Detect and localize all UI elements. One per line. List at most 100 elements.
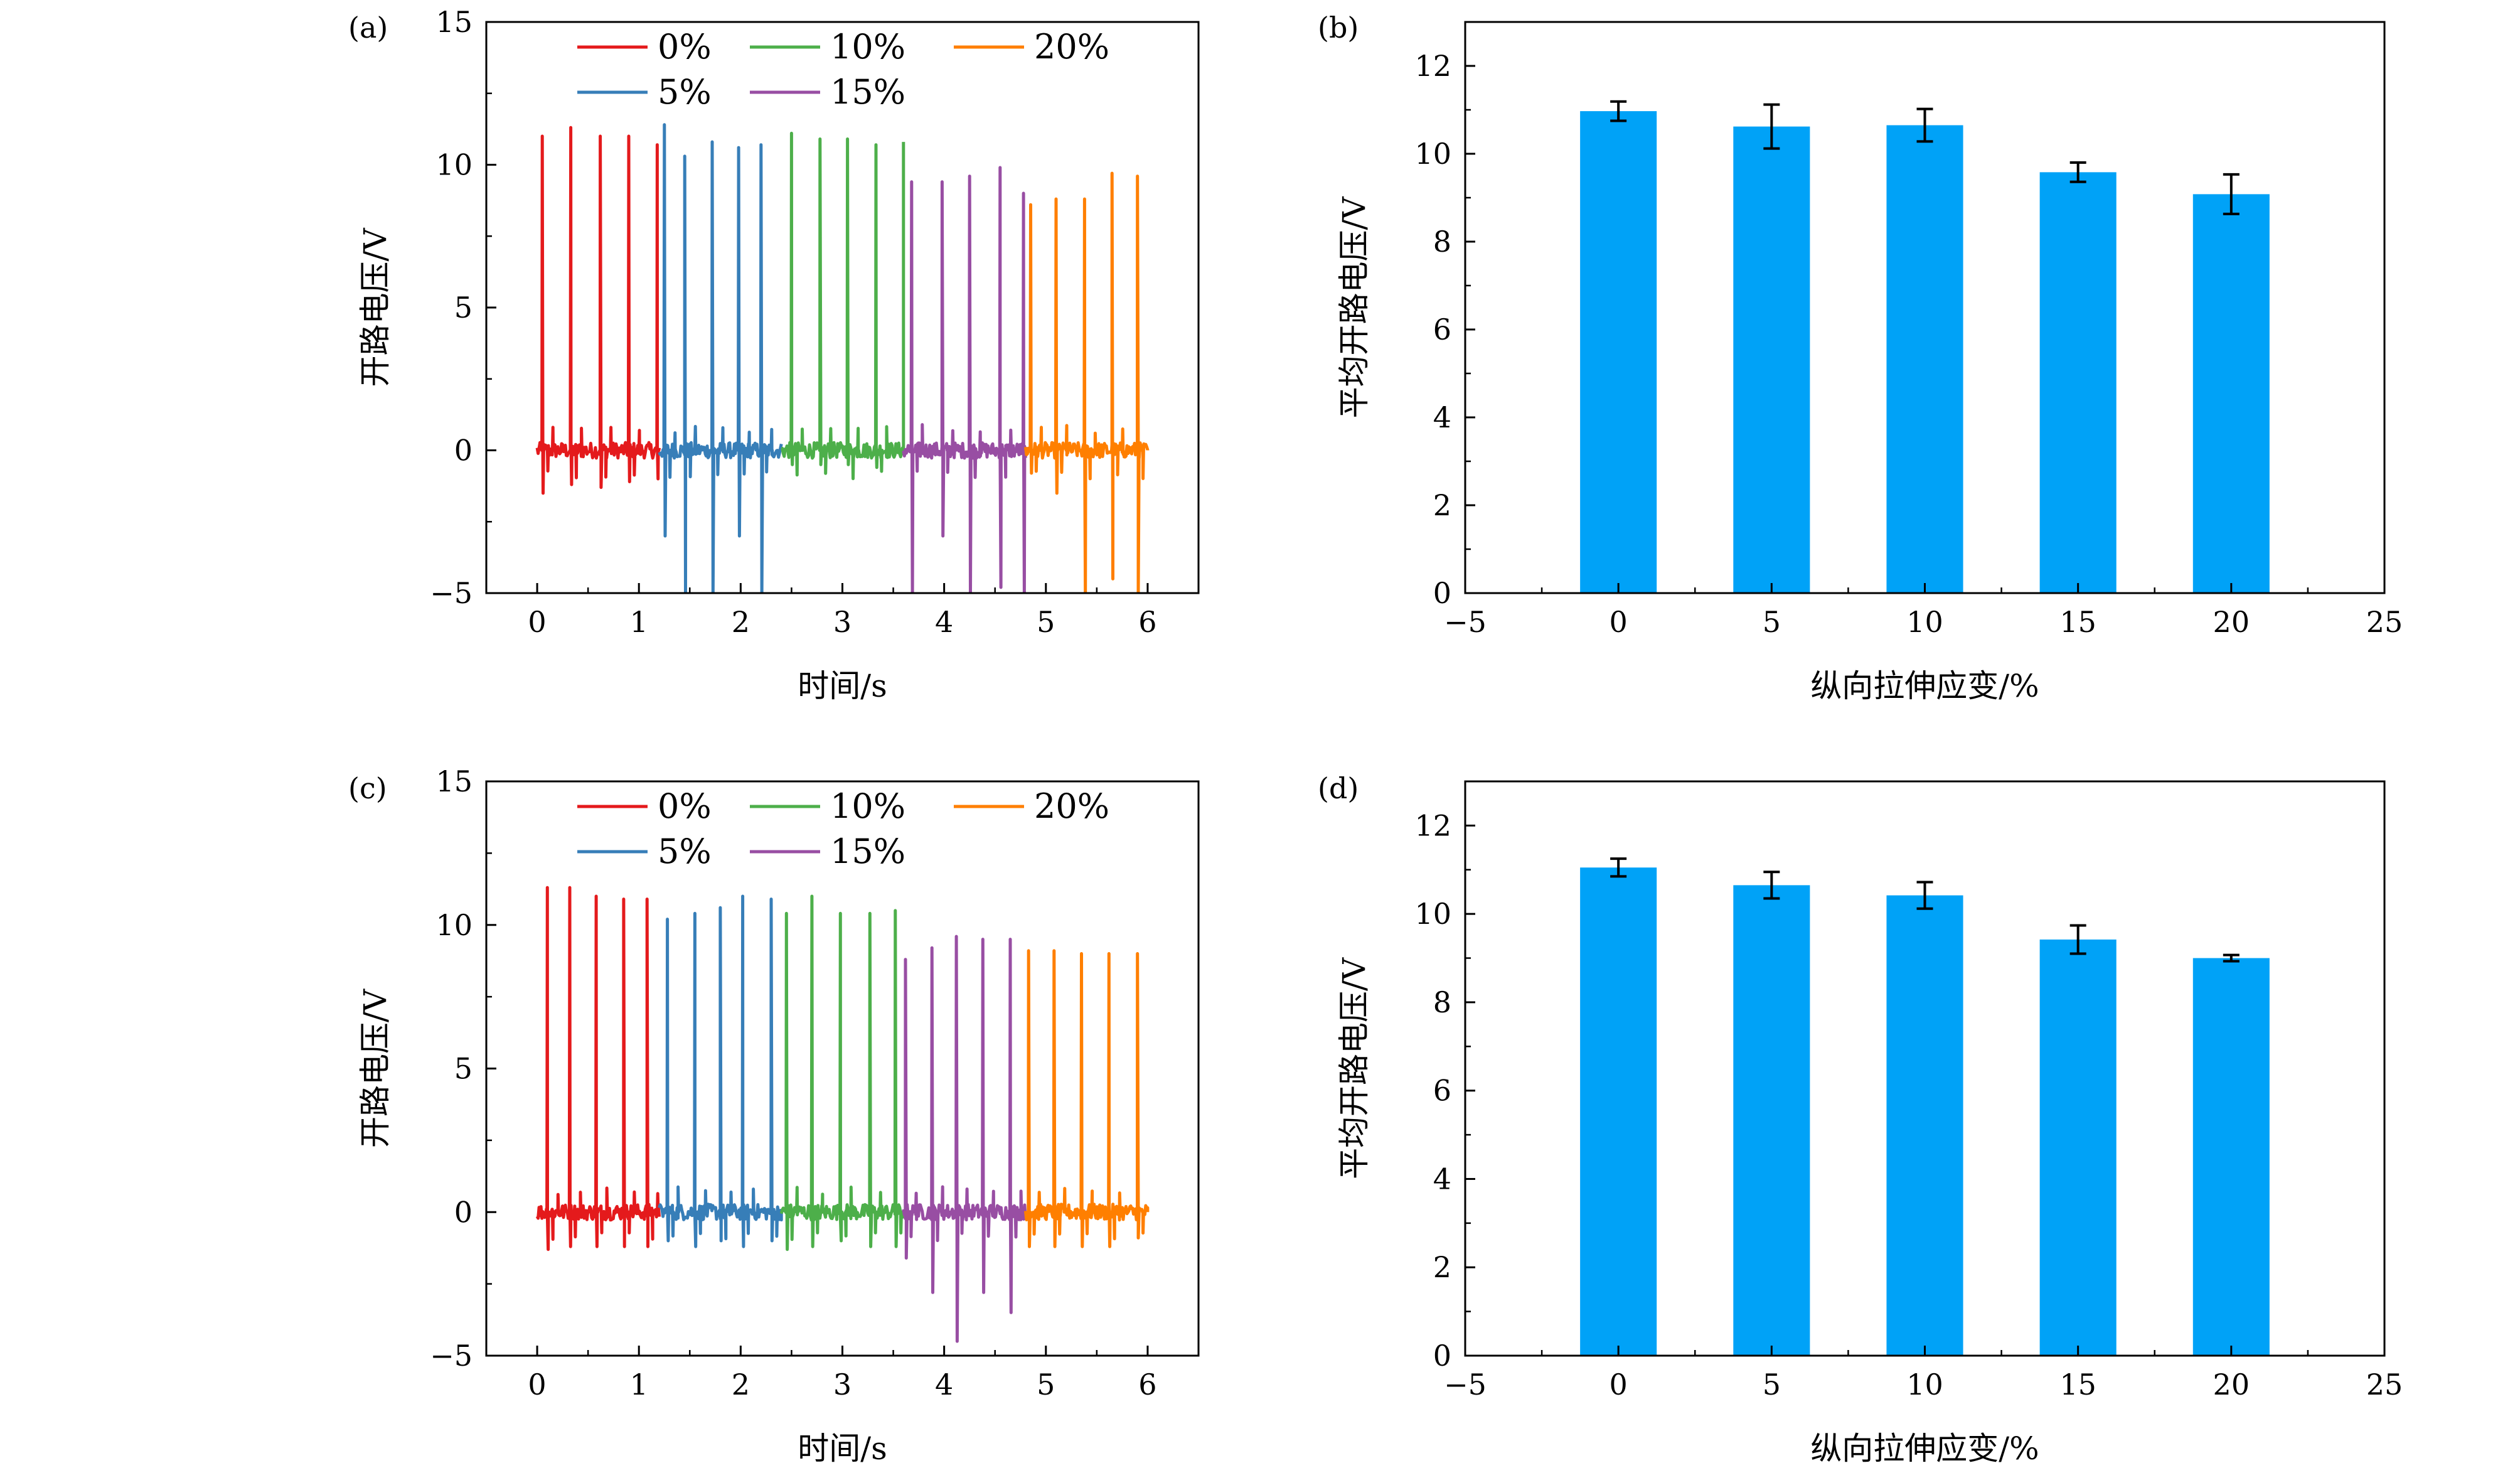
bar-3 bbox=[2039, 172, 2117, 593]
traces bbox=[535, 123, 1150, 593]
bar-4 bbox=[2192, 958, 2270, 1356]
series-line-1 bbox=[658, 894, 783, 1248]
y-tick-label: 2 bbox=[1433, 488, 1451, 522]
x-tick-label: 5 bbox=[1037, 1368, 1055, 1401]
series-line-0 bbox=[535, 126, 661, 495]
legend-label-0: 0% bbox=[658, 786, 712, 826]
y-tick-label: 8 bbox=[1433, 985, 1451, 1019]
x-tick-label: 4 bbox=[935, 1368, 953, 1401]
x-tick-label: 5 bbox=[1763, 605, 1781, 639]
x-tick-label: 4 bbox=[935, 605, 953, 639]
y-tick-label: 15 bbox=[435, 5, 472, 39]
legend-label-2: 10% bbox=[830, 27, 905, 67]
x-axis-title: 时间/s bbox=[798, 668, 887, 704]
y-tick-label: 0 bbox=[454, 434, 472, 468]
x-tick-label: 25 bbox=[2366, 1368, 2403, 1401]
legend-label-4: 20% bbox=[1034, 27, 1109, 67]
y-axis-title: 开路电压/V bbox=[357, 228, 393, 387]
series-line-3 bbox=[902, 935, 1027, 1343]
y-tick-label: 12 bbox=[1414, 808, 1451, 842]
x-tick-label: 2 bbox=[732, 1368, 750, 1401]
series-line-4 bbox=[1023, 949, 1150, 1248]
series-line-0 bbox=[535, 886, 661, 1251]
y-tick-label: 12 bbox=[1414, 49, 1451, 83]
x-tick-label: 25 bbox=[2366, 605, 2403, 639]
panel-label: (c) bbox=[348, 771, 387, 805]
x-tick-label: 0 bbox=[528, 605, 546, 639]
y-tick-label: 0 bbox=[1433, 576, 1451, 610]
legend-label-0: 0% bbox=[658, 27, 712, 67]
legend-label-1: 5% bbox=[658, 832, 712, 871]
y-tick-label: 8 bbox=[1433, 225, 1451, 259]
legend: 0% 10% 20% 5% 15% bbox=[577, 27, 1109, 112]
bar-0 bbox=[1580, 111, 1657, 594]
y-tick-label: 5 bbox=[454, 291, 472, 324]
legend-label-3: 15% bbox=[830, 832, 905, 871]
bar-4 bbox=[2192, 194, 2270, 593]
legend-label-1: 5% bbox=[658, 72, 712, 112]
y-tick-label: −5 bbox=[430, 1339, 472, 1373]
x-tick-label: 3 bbox=[833, 1368, 852, 1401]
y-tick-label: 0 bbox=[1433, 1339, 1451, 1373]
x-axis-title: 时间/s bbox=[798, 1430, 887, 1467]
x-tick-label: 0 bbox=[1610, 605, 1628, 639]
y-tick-label: 2 bbox=[1433, 1250, 1451, 1284]
series-line-2 bbox=[781, 131, 905, 481]
y-tick-label: 15 bbox=[435, 764, 472, 798]
x-axis-title: 纵向拉伸应变/% bbox=[1810, 1430, 2039, 1467]
y-tick-label: 6 bbox=[1433, 1074, 1451, 1108]
bar-1 bbox=[1733, 126, 1810, 594]
x-tick-label: 15 bbox=[2059, 1368, 2096, 1401]
y-tick-label: 10 bbox=[1414, 137, 1451, 171]
bar-3 bbox=[2039, 939, 2117, 1356]
x-tick-label: 20 bbox=[2213, 1368, 2250, 1401]
legend-label-4: 20% bbox=[1034, 786, 1109, 826]
x-tick-label: 10 bbox=[1906, 605, 1943, 639]
y-tick-label: 5 bbox=[454, 1052, 472, 1086]
legend-label-2: 10% bbox=[830, 786, 905, 826]
x-axis-title: 纵向拉伸应变/% bbox=[1810, 668, 2039, 704]
panel-0: (a) 0% 10% 20% 5% 15% 0 1 2 3 4 5 6 −5 0 5 10 15 时间/s 开路电压/… bbox=[348, 5, 1200, 704]
x-tick-label: 2 bbox=[732, 605, 750, 639]
x-tick-label: 10 bbox=[1906, 1368, 1943, 1401]
series-line-2 bbox=[779, 894, 905, 1251]
panel-label: (b) bbox=[1318, 11, 1359, 45]
panel-2: (c) 0% 10% 20% 5% 15% 0 1 2 3 4 5 6 −5 0 5 10 15 时间/s 开路电压/… bbox=[348, 764, 1200, 1467]
y-tick-label: 10 bbox=[435, 908, 472, 942]
legend: 0% 10% 20% 5% 15% bbox=[577, 786, 1109, 871]
y-tick-label: 10 bbox=[435, 148, 472, 182]
y-tick-label: 6 bbox=[1433, 313, 1451, 346]
y-axis-title: 平均开路电压/V bbox=[1336, 957, 1372, 1179]
x-tick-label: 6 bbox=[1138, 605, 1156, 639]
x-tick-label: 0 bbox=[528, 1368, 546, 1401]
bar-0 bbox=[1580, 867, 1657, 1356]
x-tick-label: 5 bbox=[1037, 605, 1055, 639]
panel-label: (a) bbox=[348, 11, 388, 45]
x-tick-label: −5 bbox=[1444, 605, 1487, 639]
series-line-1 bbox=[658, 123, 783, 593]
x-tick-label: 5 bbox=[1763, 1368, 1781, 1401]
x-tick-label: 0 bbox=[1610, 1368, 1628, 1401]
bar-2 bbox=[1886, 895, 1963, 1356]
x-tick-label: −5 bbox=[1444, 1368, 1487, 1401]
series-line-4 bbox=[1023, 171, 1150, 593]
y-tick-label: 4 bbox=[1433, 400, 1451, 434]
x-tick-label: 15 bbox=[2059, 605, 2096, 639]
y-tick-label: −5 bbox=[430, 576, 472, 610]
y-tick-label: 10 bbox=[1414, 897, 1451, 931]
legend-label-3: 15% bbox=[830, 72, 905, 112]
panel-label: (d) bbox=[1318, 771, 1359, 805]
y-tick-label: 4 bbox=[1433, 1162, 1451, 1196]
series-line-3 bbox=[902, 166, 1027, 593]
bar-1 bbox=[1733, 885, 1810, 1356]
x-tick-label: 1 bbox=[630, 605, 648, 639]
bar-2 bbox=[1886, 125, 1963, 593]
x-tick-label: 3 bbox=[833, 605, 852, 639]
y-axis-title: 开路电压/V bbox=[357, 988, 393, 1148]
x-tick-label: 6 bbox=[1138, 1368, 1156, 1401]
y-axis-title: 平均开路电压/V bbox=[1336, 196, 1372, 419]
traces bbox=[535, 886, 1150, 1343]
